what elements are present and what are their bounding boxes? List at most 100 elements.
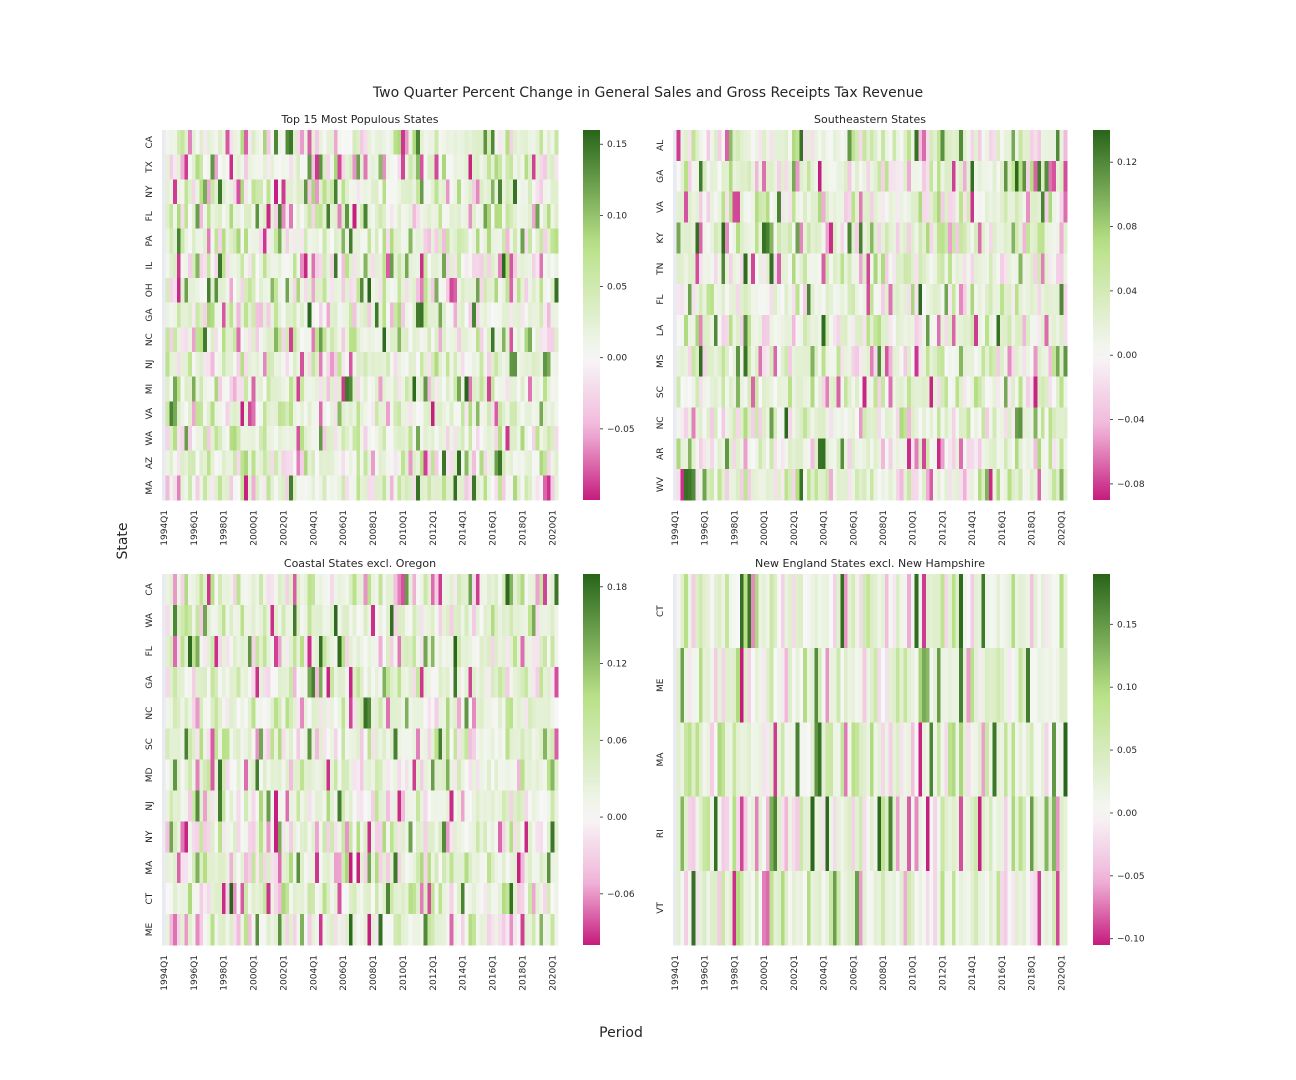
- heatmap-cell: [457, 635, 462, 668]
- heatmap-cell: [959, 574, 964, 649]
- heatmap-cell: [985, 796, 990, 872]
- heatmap-cell: [453, 154, 458, 180]
- heatmap-cell: [1014, 345, 1019, 377]
- heatmap-cell: [966, 438, 971, 470]
- heatmap-cell: [791, 284, 796, 316]
- heatmap-cell: [791, 870, 796, 946]
- heatmap-cell: [899, 160, 904, 192]
- heatmap-cell: [743, 722, 748, 797]
- heatmap-cell: [866, 345, 871, 377]
- heatmap-cell: [412, 475, 417, 501]
- heatmap-cell: [468, 914, 473, 946]
- heatmap-cell: [884, 191, 889, 223]
- heatmap-cell: [326, 204, 331, 229]
- heatmap-cell: [214, 697, 219, 729]
- heatmap-cell: [1003, 284, 1008, 316]
- heatmap-cell: [1000, 574, 1005, 649]
- heatmap-cell: [829, 648, 834, 723]
- heatmap-cell: [188, 790, 193, 822]
- heatmap-cell: [333, 574, 338, 606]
- shared-y-axis-label: State: [115, 522, 131, 559]
- heatmap-cell: [188, 376, 193, 402]
- heatmap-cell: [345, 759, 350, 791]
- heatmap-cell: [524, 327, 529, 353]
- heatmap-cell: [206, 914, 211, 946]
- y-tick-label: WA: [145, 430, 155, 445]
- heatmap-cell: [333, 302, 338, 328]
- heatmap-cell: [1029, 160, 1034, 192]
- heatmap-cell: [292, 450, 297, 476]
- heatmap-cell: [221, 376, 226, 402]
- heatmap-cell: [191, 759, 196, 791]
- heatmap-cell: [948, 284, 953, 316]
- heatmap-cell: [676, 574, 681, 649]
- heatmap-cell: [206, 154, 211, 180]
- heatmap-cell: [251, 759, 256, 791]
- heatmap-cell: [427, 914, 432, 946]
- heatmap-cell: [262, 352, 267, 377]
- heatmap-cell: [754, 191, 759, 223]
- heatmap-cell: [188, 475, 193, 501]
- heatmap-cell: [270, 278, 275, 303]
- heatmap-cell: [210, 450, 215, 476]
- heatmap-cell: [899, 191, 904, 223]
- heatmap-cell: [184, 635, 189, 668]
- heatmap-cell: [374, 302, 379, 328]
- heatmap-cell: [725, 870, 730, 946]
- heatmap-cell: [873, 407, 878, 439]
- heatmap-cell: [322, 635, 327, 668]
- heatmap-cell: [732, 222, 737, 254]
- heatmap-cell: [374, 154, 379, 180]
- heatmap-cell: [528, 635, 533, 668]
- heatmap-cell: [419, 821, 424, 853]
- heatmap-cell: [165, 352, 170, 377]
- heatmap-cell: [829, 284, 834, 316]
- heatmap-cell: [847, 407, 852, 439]
- heatmap-cell: [236, 352, 241, 377]
- heatmap-cell: [352, 228, 357, 254]
- heatmap-cell: [747, 222, 752, 254]
- heatmap-cell: [490, 790, 495, 822]
- heatmap-cell: [1052, 284, 1057, 316]
- heatmap-cell: [430, 604, 436, 637]
- heatmap-cell: [970, 222, 975, 254]
- heatmap-cell: [732, 315, 737, 347]
- heatmap-cell: [531, 130, 536, 155]
- heatmap-cell: [992, 160, 997, 192]
- heatmap-cell: [445, 790, 450, 822]
- heatmap-cell: [784, 315, 789, 347]
- heatmap-cell: [699, 469, 704, 501]
- heatmap-cell: [277, 204, 282, 229]
- heatmap-cell: [948, 130, 953, 162]
- heatmap-cell: [203, 302, 208, 328]
- heatmap-cell: [382, 426, 387, 451]
- heatmap-cell: [289, 401, 294, 427]
- heatmap-cell: [866, 648, 871, 723]
- heatmap-cell: [713, 438, 718, 470]
- heatmap-cell: [1044, 376, 1049, 408]
- heatmap-cell: [736, 870, 741, 946]
- heatmap-cell: [996, 160, 1001, 192]
- heatmap-cell: [322, 666, 327, 698]
- heatmap-cell: [393, 302, 398, 328]
- heatmap-cell: [423, 914, 428, 946]
- heatmap-cell: [266, 228, 271, 254]
- heatmap-cell: [751, 722, 756, 797]
- colorbar-tick-label: −0.05: [607, 425, 635, 435]
- heatmap-cell: [419, 666, 424, 698]
- heatmap-cell: [225, 604, 230, 637]
- heatmap-cell: [832, 722, 837, 797]
- heatmap-cell: [1037, 407, 1042, 439]
- heatmap-cell: [408, 278, 413, 303]
- heatmap-cell: [326, 852, 331, 884]
- heatmap-cell: [773, 284, 778, 316]
- heatmap-cell: [821, 130, 826, 162]
- heatmap-cell: [699, 222, 704, 254]
- heatmap-cell: [247, 401, 252, 427]
- heatmap-cell: [936, 648, 941, 723]
- heatmap-cell: [303, 635, 308, 668]
- heatmap-cell: [199, 376, 204, 402]
- heatmap-cell: [206, 278, 211, 303]
- heatmap-cell: [676, 253, 681, 285]
- heatmap-cell: [423, 179, 428, 205]
